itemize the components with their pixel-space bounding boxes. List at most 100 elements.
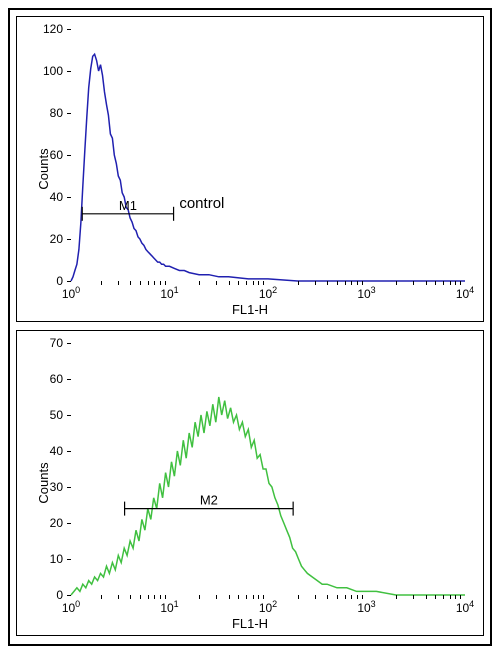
x-minor-tick (216, 281, 217, 285)
x-minor-tick (315, 595, 316, 599)
x-minor-tick (413, 281, 414, 285)
x-tick-label: 101 (160, 285, 178, 301)
x-minor-tick (413, 595, 414, 599)
x-minor-tick (443, 281, 444, 285)
x-minor-tick (337, 595, 338, 599)
y-tick-label: 40 (33, 190, 63, 204)
y-tick-label: 0 (33, 274, 63, 288)
x-minor-tick (351, 281, 352, 285)
x-tick-label: 104 (456, 599, 474, 615)
y-tick-mark (67, 379, 71, 380)
x-minor-tick (426, 595, 427, 599)
x-minor-tick (298, 281, 299, 285)
y-tick-mark (67, 523, 71, 524)
plot-area-sample: M2 (71, 343, 465, 595)
x-minor-tick (140, 595, 141, 599)
x-minor-tick (140, 281, 141, 285)
y-tick-mark (67, 487, 71, 488)
y-tick-mark (67, 29, 71, 30)
y-tick-label: 10 (33, 552, 63, 566)
x-minor-tick (253, 281, 254, 285)
y-tick-mark (67, 281, 71, 282)
y-tick-label: 30 (33, 480, 63, 494)
x-tick-label: 102 (259, 599, 277, 615)
gate-marker: M1 (71, 29, 465, 281)
x-minor-tick (345, 281, 346, 285)
y-tick-mark (67, 71, 71, 72)
x-minor-tick (118, 281, 119, 285)
x-minor-tick (327, 595, 328, 599)
x-minor-tick (199, 281, 200, 285)
figure-outer-frame: Counts FL1-H M1 020406080100120100101102… (8, 8, 492, 646)
x-minor-tick (154, 595, 155, 599)
y-tick-label: 40 (33, 444, 63, 458)
x-tick-label: 100 (62, 599, 80, 615)
x-minor-tick (345, 595, 346, 599)
y-tick-mark (67, 559, 71, 560)
y-tick-mark (67, 343, 71, 344)
y-tick-mark (67, 239, 71, 240)
svg-text:M2: M2 (200, 493, 218, 508)
y-tick-label: 20 (33, 516, 63, 530)
y-tick-label: 100 (33, 64, 63, 78)
y-tick-label: 80 (33, 106, 63, 120)
x-axis-label: FL1-H (232, 302, 268, 317)
annotation-label: control (179, 195, 224, 212)
y-tick-label: 120 (33, 22, 63, 36)
x-minor-tick (450, 281, 451, 285)
x-minor-tick (246, 281, 247, 285)
x-minor-tick (396, 281, 397, 285)
plot-area-control: M1 (71, 29, 465, 281)
y-tick-label: 70 (33, 336, 63, 350)
x-minor-tick (435, 595, 436, 599)
x-minor-tick (154, 281, 155, 285)
x-minor-tick (435, 281, 436, 285)
x-minor-tick (450, 595, 451, 599)
x-axis-label: FL1-H (232, 616, 268, 631)
chart-panel-sample: Counts FL1-H M2 010203040506070100101102… (16, 330, 484, 636)
x-minor-tick (351, 595, 352, 599)
y-tick-mark (67, 155, 71, 156)
y-tick-label: 60 (33, 148, 63, 162)
x-minor-tick (396, 595, 397, 599)
x-minor-tick (238, 595, 239, 599)
y-tick-label: 0 (33, 588, 63, 602)
gate-marker: M2 (71, 343, 465, 595)
chart-panel-control: Counts FL1-H M1 020406080100120100101102… (16, 16, 484, 322)
x-minor-tick (130, 595, 131, 599)
y-tick-label: 60 (33, 372, 63, 386)
y-tick-mark (67, 197, 71, 198)
svg-text:M1: M1 (119, 198, 137, 213)
x-minor-tick (238, 281, 239, 285)
x-tick-label: 101 (160, 599, 178, 615)
x-tick-label: 103 (357, 599, 375, 615)
x-minor-tick (101, 281, 102, 285)
x-tick-label: 102 (259, 285, 277, 301)
y-tick-label: 50 (33, 408, 63, 422)
x-minor-tick (130, 281, 131, 285)
x-minor-tick (443, 595, 444, 599)
x-minor-tick (118, 595, 119, 599)
x-minor-tick (216, 595, 217, 599)
x-tick-label: 104 (456, 285, 474, 301)
x-minor-tick (101, 595, 102, 599)
x-minor-tick (199, 595, 200, 599)
x-minor-tick (148, 595, 149, 599)
x-tick-label: 103 (357, 285, 375, 301)
x-minor-tick (229, 281, 230, 285)
y-tick-label: 20 (33, 232, 63, 246)
x-minor-tick (148, 281, 149, 285)
x-minor-tick (337, 281, 338, 285)
x-minor-tick (327, 281, 328, 285)
x-minor-tick (229, 595, 230, 599)
y-tick-mark (67, 415, 71, 416)
y-tick-mark (67, 451, 71, 452)
x-minor-tick (315, 281, 316, 285)
x-minor-tick (426, 281, 427, 285)
x-minor-tick (246, 595, 247, 599)
x-minor-tick (298, 595, 299, 599)
x-minor-tick (253, 595, 254, 599)
y-tick-mark (67, 113, 71, 114)
y-tick-mark (67, 595, 71, 596)
x-tick-label: 100 (62, 285, 80, 301)
